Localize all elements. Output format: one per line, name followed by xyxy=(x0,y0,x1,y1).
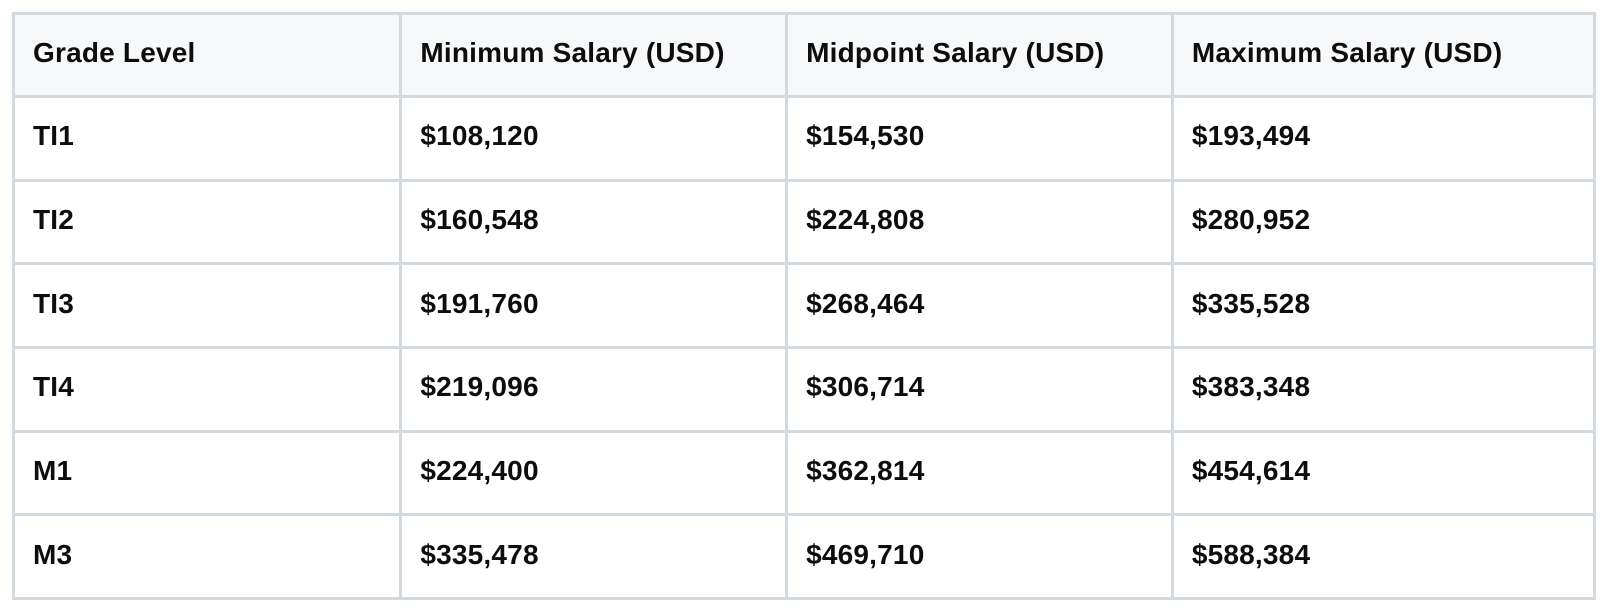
salary-value-cell: $224,808 xyxy=(785,178,1174,266)
salary-value-cell: $193,494 xyxy=(1170,95,1597,182)
grade-level-cell: TI4 xyxy=(11,345,403,433)
salary-grade-table: Grade Level Minimum Salary (USD) Midpoint … xyxy=(11,12,1597,600)
salary-value-cell: $108,120 xyxy=(399,95,789,182)
salary-value-cell: $335,478 xyxy=(399,513,789,600)
grade-level-cell: TI3 xyxy=(11,262,403,349)
salary-value-cell: $268,464 xyxy=(785,262,1174,349)
table-row: TI4 $219,096 $306,714 $383,348 xyxy=(11,345,1597,433)
table-row: TI2 $160,548 $224,808 $280,952 xyxy=(11,178,1597,266)
column-header-minimum-salary-usd: Minimum Salary (USD) xyxy=(399,12,789,98)
salary-value-cell: $362,814 xyxy=(785,429,1174,517)
table-row: M3 $335,478 $469,710 $588,384 xyxy=(11,513,1597,600)
header-row: Grade Level Minimum Salary (USD) Midpoint … xyxy=(11,12,1597,98)
grade-level-cell: M3 xyxy=(11,513,403,600)
salary-value-cell: $224,400 xyxy=(399,429,789,517)
salary-value-cell: $160,548 xyxy=(399,178,789,266)
salary-value-cell: $469,710 xyxy=(785,513,1174,600)
table-body: TI1 $108,120 $154,530 $193,494 TI2 $160,548 $2… xyxy=(11,95,1597,600)
salary-value-cell: $154,530 xyxy=(785,95,1174,182)
grade-level-cell: TI2 xyxy=(11,178,403,266)
column-header-grade-level: Grade Level xyxy=(11,12,403,98)
grade-level-cell: TI1 xyxy=(11,95,403,182)
salary-value-cell: $306,714 xyxy=(785,345,1174,433)
table-header: Grade Level Minimum Salary (USD) Midpoint … xyxy=(11,12,1597,98)
salary-value-cell: $280,952 xyxy=(1170,178,1597,266)
table-row: M1 $224,400 $362,814 $454,614 xyxy=(11,429,1597,517)
table-row: TI1 $108,120 $154,530 $193,494 xyxy=(11,95,1597,182)
salary-value-cell: $335,528 xyxy=(1170,262,1597,349)
column-header-maximum-salary-usd: Maximum Salary (USD) xyxy=(1170,12,1597,98)
column-header-midpoint-salary-usd: Midpoint Salary (USD) xyxy=(785,12,1174,98)
salary-value-cell: $219,096 xyxy=(399,345,789,433)
salary-value-cell: $191,760 xyxy=(399,262,789,349)
grade-level-cell: M1 xyxy=(11,429,403,517)
salary-value-cell: $588,384 xyxy=(1170,513,1597,600)
salary-value-cell: $454,614 xyxy=(1170,429,1597,517)
table-row: TI3 $191,760 $268,464 $335,528 xyxy=(11,262,1597,349)
salary-value-cell: $383,348 xyxy=(1170,345,1597,433)
